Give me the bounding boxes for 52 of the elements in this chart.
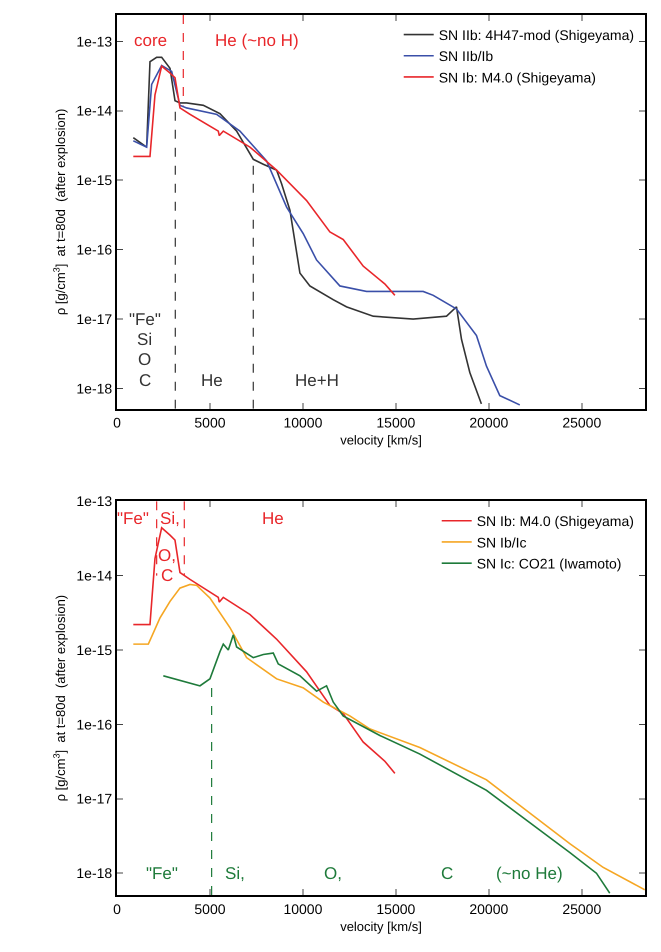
legend-label: SN IIb/Ib <box>438 48 494 64</box>
annotation: Si, <box>160 509 180 528</box>
y-tick-label: 1e-17 <box>76 790 112 807</box>
annotation: Si <box>137 330 152 349</box>
annotation: O, <box>158 546 176 565</box>
annotation: O <box>138 350 152 369</box>
annotation: C <box>161 566 174 585</box>
line-series <box>132 584 645 891</box>
y-tick-label: 1e-13 <box>76 33 112 50</box>
y-tick-label: 1e-17 <box>76 310 112 327</box>
y-tick-label: 1e-18 <box>76 865 112 882</box>
x-tick-label: 15000 <box>376 900 416 917</box>
legend-label: SN Ic: CO21 (Iwamoto) <box>476 556 622 572</box>
annotation: "Fe" <box>146 864 178 883</box>
x-tick-label: 5000 <box>194 414 226 431</box>
annotation: O, <box>324 864 342 883</box>
y-tick-label: 1e-14 <box>76 102 112 119</box>
x-axis-title: velocity [km/s] <box>340 918 422 934</box>
x-tick-label: 15000 <box>376 414 416 431</box>
y-tick-label: 1e-16 <box>76 242 112 258</box>
annotation: "Fe" <box>129 310 161 329</box>
x-tick-label: 20000 <box>469 900 509 917</box>
annotation: He (~no H) <box>215 31 299 50</box>
annotation: He+H <box>295 371 339 390</box>
y-tick-label: 1e-18 <box>76 380 112 396</box>
y-tick-label: 1e-15 <box>76 172 112 188</box>
x-tick-label: 10000 <box>283 414 323 431</box>
y-tick-label: 1e-14 <box>76 568 112 584</box>
y-tick-label: 1e-15 <box>76 642 112 658</box>
x-axis-title: velocity [km/s] <box>340 432 422 448</box>
legend-label: SN Ib: M4.0 (Shigeyama) <box>476 513 634 530</box>
annotation: "Fe" <box>117 509 149 528</box>
annotation: (~no He) <box>496 864 563 883</box>
legend-label: SN IIb: 4H47-mod (Shigeyama) <box>438 27 634 43</box>
x-tick-label: 20000 <box>469 414 509 431</box>
legend-label: SN Ib: M4.0 (Shigeyama) <box>438 69 596 86</box>
annotation: He <box>262 509 284 528</box>
x-tick-label: 0 <box>113 414 122 431</box>
annotation: C <box>139 371 152 390</box>
annotation: He <box>201 371 223 390</box>
line-series <box>132 65 396 296</box>
annotation: C <box>441 864 454 883</box>
x-tick-label: 5000 <box>194 900 226 917</box>
legend-label: SN Ib/Ic <box>476 534 527 550</box>
x-tick-label: 25000 <box>562 900 602 917</box>
annotation: core <box>134 31 168 50</box>
x-tick-label: 10000 <box>283 900 323 917</box>
y-tick-label: 1e-13 <box>76 493 112 510</box>
x-tick-label: 25000 <box>562 414 602 431</box>
annotation: Si, <box>225 864 245 883</box>
x-tick-label: 0 <box>113 900 122 917</box>
y-tick-label: 1e-16 <box>76 716 112 732</box>
